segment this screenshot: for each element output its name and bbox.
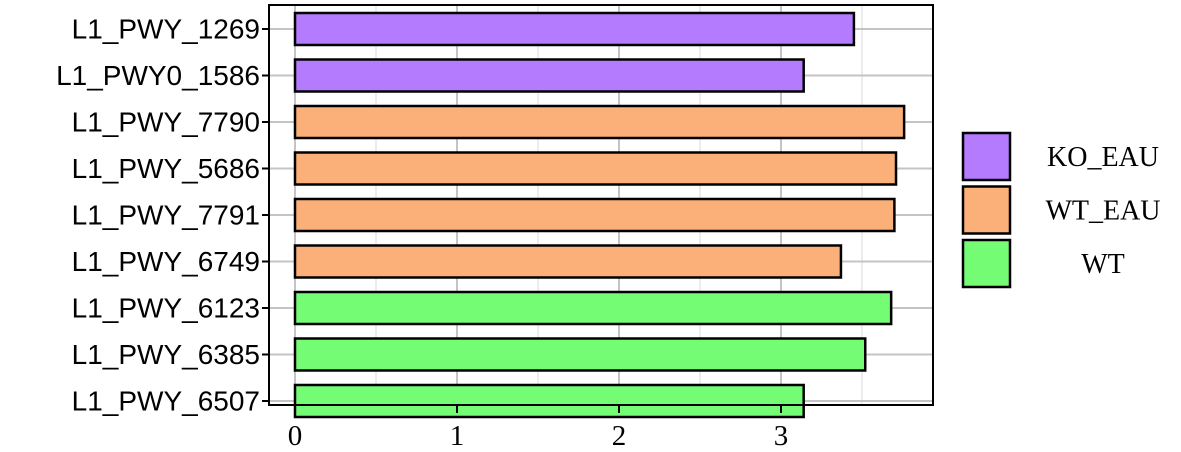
bar-l1-pwy-1269 bbox=[293, 11, 856, 47]
y-tick-label: L1_PWY_6123 bbox=[72, 293, 260, 324]
bar-l1-pwy-5686 bbox=[293, 151, 898, 186]
y-axis: L1_PWY_1269 L1_PWY0_1586 L1_PWY_7790 L1_PWY… bbox=[56, 14, 269, 417]
bar-l1-pwy-7790 bbox=[293, 104, 906, 140]
bar-l1-pwy-6749 bbox=[293, 244, 843, 279]
bar-l1-pwy-6507 bbox=[293, 383, 805, 419]
x-tick-label: 2 bbox=[612, 420, 627, 452]
y-tick-label: L1_PWY0_1586 bbox=[56, 60, 260, 91]
bars bbox=[293, 11, 906, 419]
legend-key-ko-eau bbox=[961, 131, 1012, 182]
bar-l1-pwy-7791 bbox=[293, 197, 896, 233]
x-tick-label: 1 bbox=[450, 420, 465, 452]
legend: KO_EAU WT_EAU WT bbox=[961, 131, 1161, 289]
plot-panel-border bbox=[268, 4, 934, 406]
y-tick-label: L1_PWY_5686 bbox=[72, 153, 260, 184]
legend-key-wt-eau bbox=[961, 185, 1012, 235]
y-tick-label: L1_PWY_6385 bbox=[72, 339, 260, 370]
x-tick-label: 3 bbox=[774, 420, 789, 452]
x-axis: 0 1 2 3 bbox=[288, 405, 789, 452]
bar-l1-pwy-6123 bbox=[293, 290, 893, 326]
y-tick-label: L1_PWY_6749 bbox=[72, 246, 260, 277]
y-tick-label: L1_PWY_7790 bbox=[72, 107, 260, 138]
bar-l1-pwy-6385 bbox=[293, 337, 867, 372]
legend-label: WT_EAU bbox=[1045, 196, 1160, 227]
legend-label: KO_EAU bbox=[1047, 142, 1159, 173]
bar-l1-pwy0-1586 bbox=[293, 58, 805, 93]
x-tick-label: 0 bbox=[288, 420, 303, 452]
y-tick-label: L1_PWY_1269 bbox=[72, 14, 260, 45]
legend-label: WT bbox=[1081, 249, 1125, 280]
legend-key-wt bbox=[961, 238, 1012, 289]
y-tick-label: L1_PWY_7791 bbox=[72, 200, 260, 231]
y-tick-label: L1_PWY_6507 bbox=[72, 386, 260, 417]
